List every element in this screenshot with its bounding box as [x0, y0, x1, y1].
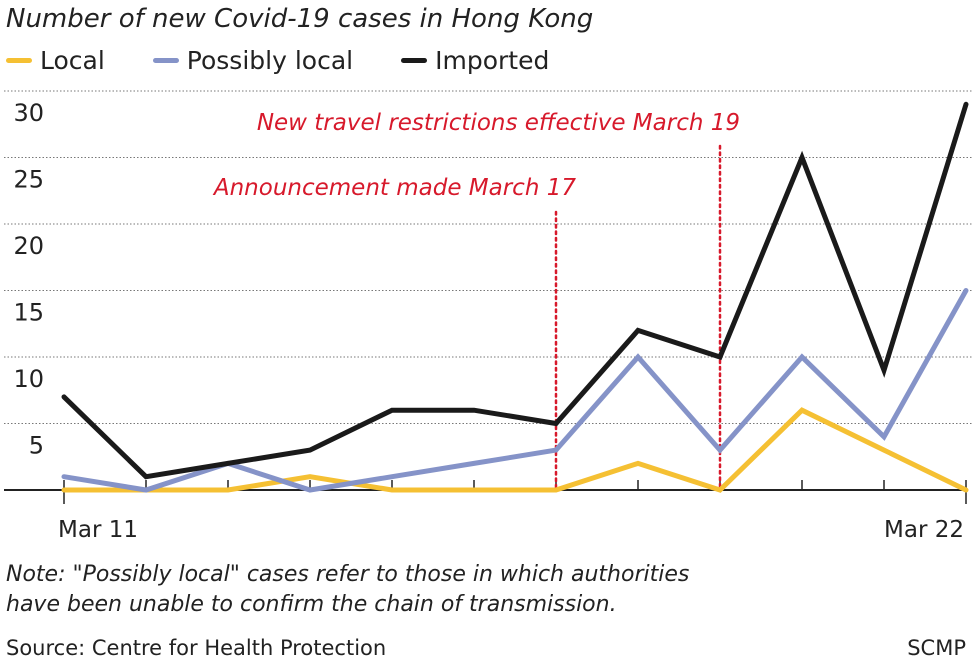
x-tick-label: Mar 22	[884, 517, 964, 543]
y-tick-label: 30	[13, 99, 44, 127]
y-tick-label: 25	[13, 166, 44, 194]
legend-swatch	[401, 58, 428, 63]
legend-item-local: Local	[6, 46, 105, 75]
x-tick-label: Mar 11	[58, 517, 138, 543]
legend-item-imported: Imported	[401, 46, 549, 75]
annotation-label: Announcement made March 17	[212, 175, 576, 201]
chart-title: Number of new Covid-19 cases in Hong Kon…	[6, 4, 594, 34]
legend-label: Local	[40, 46, 105, 75]
chart-plot: 5 10 15 20 25 30 Mar 11 Mar 22 Announcement made…	[4, 90, 972, 543]
note-line-2: have been unable to confirm the chain of…	[6, 592, 617, 617]
legend-label: Imported	[435, 46, 550, 75]
chart-note: Note: "Possibly local" cases refer to th…	[6, 560, 689, 620]
legend-swatch	[152, 58, 179, 63]
series-line-local	[61, 407, 969, 493]
annotation-label: New travel restrictions effective March …	[257, 110, 740, 136]
brand-label: SCMP	[907, 636, 966, 660]
y-tick-label: 10	[13, 365, 44, 393]
source-text: Source: Centre for Health Protection	[6, 636, 387, 660]
y-tick-label: 5	[29, 432, 44, 460]
y-tick-label: 20	[13, 232, 44, 260]
legend-swatch	[6, 58, 32, 63]
series-line-possibly-local	[61, 288, 969, 493]
series-line-imported	[61, 101, 969, 480]
y-tick-label: 15	[13, 299, 44, 327]
legend-label: Possibly local	[186, 46, 354, 75]
legend: Local Possibly local Imported	[6, 46, 597, 75]
note-line-1: Note: "Possibly local" cases refer to th…	[6, 562, 690, 587]
legend-item-possibly-local: Possibly local	[152, 46, 354, 75]
